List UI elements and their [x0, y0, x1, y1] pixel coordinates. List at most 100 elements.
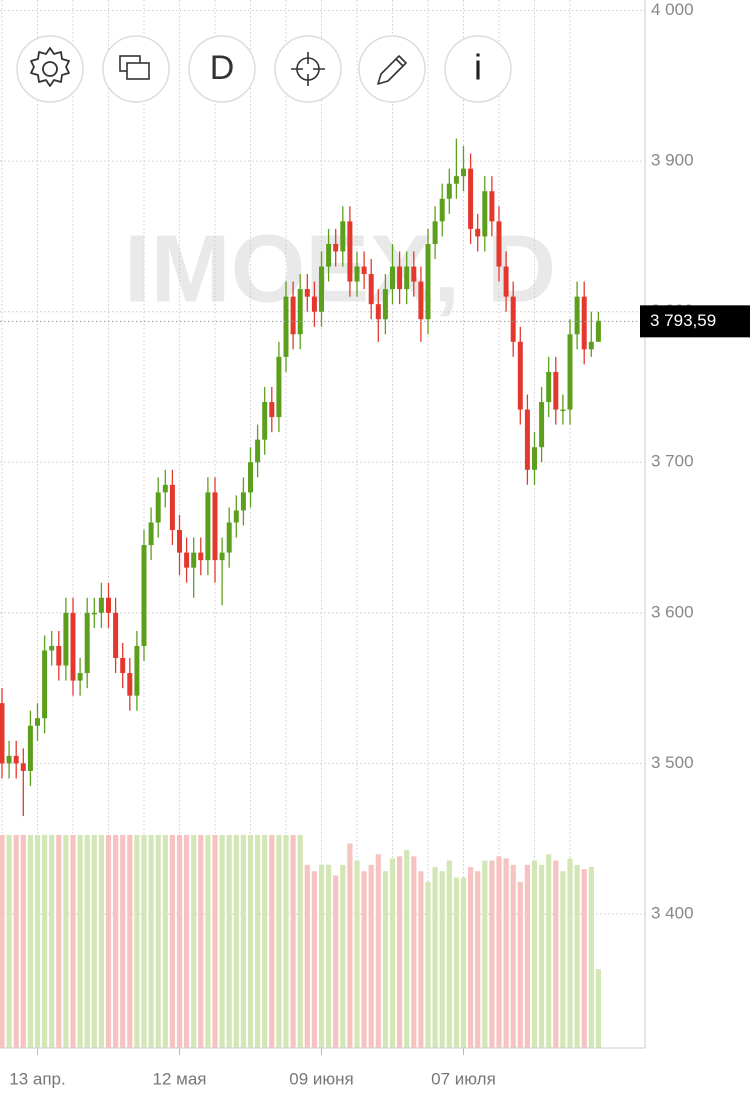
candle-body: [418, 281, 424, 320]
volume-bar: [290, 835, 296, 1048]
candle-body: [333, 243, 339, 252]
candle-body: [475, 228, 481, 237]
volume-bar: [56, 835, 62, 1048]
candle-body: [106, 597, 111, 613]
volume-bar: [84, 835, 90, 1048]
volume-bar: [176, 835, 183, 1048]
volume-bar: [27, 835, 33, 1048]
candle-body: [77, 673, 83, 681]
candle-body: [411, 266, 417, 282]
candle-body: [56, 645, 62, 666]
volume-bar: [191, 835, 197, 1048]
candle-body: [120, 658, 126, 674]
compare-button[interactable]: [102, 35, 170, 103]
volume-bar: [20, 835, 26, 1048]
volume-bar: [546, 854, 552, 1048]
candle-body: [404, 266, 410, 290]
candle-body: [191, 552, 197, 568]
interval-label: D: [210, 49, 235, 87]
x-tick-label: 13 апр.: [9, 1069, 65, 1088]
y-tick-label: 3 500: [651, 753, 694, 772]
candle-body: [248, 462, 253, 493]
volume-bar: [539, 864, 545, 1048]
volume-bar: [475, 871, 481, 1048]
volume-bar: [517, 881, 523, 1048]
candle-body: [524, 409, 530, 470]
volume-bar: [34, 835, 41, 1048]
candle-body: [255, 439, 261, 463]
candle-body: [354, 266, 360, 282]
candle-body: [532, 447, 537, 470]
volume-bar: [240, 835, 246, 1048]
x-tick-label: 09 июня: [289, 1069, 353, 1088]
candle-body: [361, 266, 367, 275]
candle-body: [326, 243, 332, 267]
volume-bar: [368, 864, 374, 1048]
candle-body: [382, 289, 388, 320]
volume-bar: [269, 835, 275, 1048]
volume-bar: [567, 858, 573, 1048]
volume-bar: [439, 871, 445, 1048]
info-button[interactable]: i: [444, 35, 512, 103]
candle-body: [184, 552, 190, 568]
candle-body: [375, 304, 381, 320]
volume-bar: [574, 864, 580, 1048]
crosshair-button[interactable]: [274, 35, 342, 103]
candle-body: [340, 221, 346, 252]
volume-bar: [212, 835, 218, 1048]
candle-body: [574, 296, 580, 335]
volume-bar: [113, 835, 119, 1048]
volume-bar: [397, 856, 403, 1048]
candle-body: [468, 168, 474, 229]
candle-body: [347, 221, 353, 282]
candle-body: [0, 703, 5, 764]
volume-bar: [304, 864, 310, 1048]
volume-bar: [283, 835, 289, 1048]
volume-bar: [404, 849, 410, 1048]
candle-body: [269, 402, 275, 418]
candle-body: [496, 221, 502, 267]
candle-body: [539, 402, 545, 448]
candle-body: [489, 191, 495, 222]
volume-bar: [98, 835, 104, 1048]
candle-body: [20, 763, 26, 771]
interval-button[interactable]: D: [188, 35, 256, 103]
volume-bar: [120, 835, 126, 1048]
last-price-box: [640, 305, 750, 338]
candle-body: [63, 612, 69, 666]
watermark: IMOEX, D: [124, 215, 556, 322]
volume-bar: [382, 871, 388, 1048]
candle-body: [432, 221, 438, 244]
candle-body: [240, 492, 246, 511]
candle-body: [6, 755, 12, 764]
candle-body: [290, 296, 296, 335]
settings-button[interactable]: [16, 35, 84, 103]
candles: [0, 138, 601, 817]
candle-body: [205, 492, 211, 561]
candle-body: [482, 191, 488, 237]
y-tick-label: 4 000: [651, 0, 694, 19]
volume-bar: [460, 877, 467, 1048]
volume-bar: [468, 866, 474, 1048]
volume-bar: [318, 864, 325, 1048]
volume-bar: [276, 835, 282, 1048]
candle-body: [276, 356, 282, 418]
volume-bar: [13, 835, 19, 1048]
candle-body: [553, 371, 559, 410]
candle-body: [49, 645, 55, 651]
draw-button[interactable]: [358, 35, 426, 103]
volume-bar: [375, 854, 381, 1048]
x-tick-label: 12 мая: [153, 1069, 207, 1088]
candle-body: [113, 612, 119, 659]
volume-bar: [340, 864, 346, 1048]
last-price-label: 3 793,59: [650, 311, 716, 330]
volume-bar: [581, 869, 587, 1048]
candle-body: [510, 296, 516, 342]
volume-bar: [255, 835, 261, 1048]
candle-body: [70, 612, 76, 681]
toolbar: D i: [16, 35, 512, 103]
candle-body: [155, 492, 161, 523]
volume-bar: [446, 860, 452, 1048]
